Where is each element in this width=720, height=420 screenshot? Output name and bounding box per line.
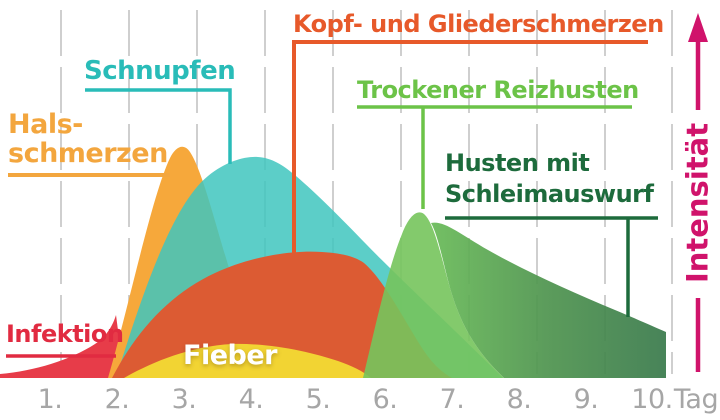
leader-schnupfen — [85, 88, 232, 164]
x-tick-day-7: 7. — [439, 384, 465, 415]
label-trockener-reizhusten: Trockener Reizhusten — [357, 76, 639, 104]
x-tick-day-5: 5. — [305, 384, 331, 415]
x-tick-day-10: 10. — [631, 384, 673, 415]
x-tick-day-4: 4. — [238, 384, 264, 415]
area-husten-schleimauswurf — [431, 222, 666, 378]
label-fieber: Fieber — [183, 340, 277, 371]
day-gridlines — [60, 10, 673, 374]
label-kopf-gliederschmerzen: Kopf- und Gliederschmerzen — [293, 10, 664, 38]
arrow-up-icon — [688, 13, 708, 42]
label-schnupfen: Schnupfen — [84, 56, 236, 86]
x-tick-day-8: 8. — [506, 384, 532, 415]
leader-trockener-reizhusten — [357, 105, 632, 209]
label-halsschmerzen: Hals- schmerzen — [8, 110, 168, 168]
label-husten-line2: Schleimauswurf — [445, 180, 654, 208]
x-tick-day-3: 3. — [171, 384, 197, 415]
x-tick-day-2: 2. — [104, 384, 130, 415]
area-trockener-reizhusten — [363, 212, 504, 378]
x-tick-day-1: 1. — [37, 384, 63, 415]
label-infektion: Infektion — [6, 320, 124, 348]
area-fieber — [124, 343, 371, 378]
leader-husten-schleimauswurf — [445, 216, 658, 317]
x-tick-day-6: 6. — [372, 384, 398, 415]
area-kopf-gliederschmerzen — [112, 251, 452, 378]
label-halsschmerzen-line2: schmerzen — [8, 138, 168, 169]
label-husten-line1: Husten mit — [445, 149, 590, 177]
x-tick-day-9: 9. — [573, 384, 599, 415]
x-axis-unit-tag: Tag — [673, 384, 719, 415]
label-husten-schleimauswurf: Husten mit Schleimauswurf — [445, 148, 654, 210]
label-halsschmerzen-line1: Hals- — [8, 109, 83, 140]
label-intensitaet-y-axis: Intensität — [680, 122, 715, 284]
area-infektion — [0, 315, 126, 378]
intensity-axis-arrow — [688, 13, 708, 372]
leader-kopf-gliederschmerzen — [292, 40, 648, 253]
